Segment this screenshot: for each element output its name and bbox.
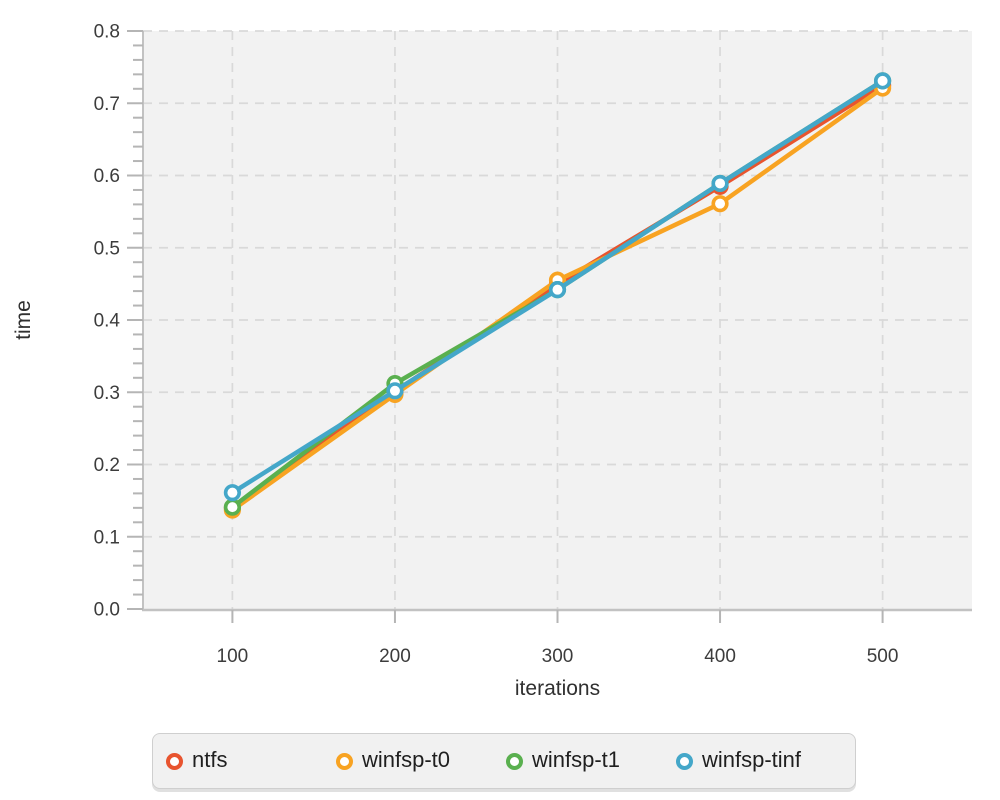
y-tick-label: 0.6 [94,166,120,187]
x-tick-label: 500 [867,646,899,667]
x-tick-label: 100 [217,646,249,667]
y-tick-label: 0.5 [94,238,120,259]
x-tick-label: 400 [704,646,736,667]
y-tick-label: 0.3 [94,383,120,404]
legend-marker-icon [506,752,523,770]
legend-item-winfsp-tinf: winfsp-tinf [676,749,801,773]
x-tick-label: 200 [379,646,411,667]
x-tick-label: 300 [542,646,574,667]
legend-label: winfsp-t1 [532,747,621,772]
y-tick-label: 0.7 [94,94,120,115]
legend: ntfs winfsp-t0 winfsp-t1 winfsp-tinf [152,733,856,789]
legend-item-winfsp-t0: winfsp-t0 [336,749,506,773]
series-marker-winfsp-tinf [873,72,892,90]
legend-label: winfsp-t0 [362,747,451,772]
y-tick-label: 0.4 [94,311,121,332]
legend-label: winfsp-tinf [702,747,802,772]
legend-item-ntfs: ntfs [166,749,336,773]
series-marker-winfsp-tinf [711,174,729,193]
legend-marker-icon [676,752,693,770]
series-marker-winfsp-tinf [386,382,404,400]
y-tick-label: 0.8 [94,22,120,43]
y-axis-title: time [12,300,35,340]
y-tick-label: 0.0 [94,600,120,621]
series-marker-winfsp-t0 [711,195,729,213]
y-tick-label: 0.1 [94,527,120,548]
legend-marker-icon [336,752,353,770]
series-marker-winfsp-tinf [223,484,242,502]
series-marker-winfsp-tinf [548,281,567,299]
series-marker-winfsp-t1 [223,498,242,516]
x-axis-title: iterations [515,677,600,700]
legend-item-winfsp-t1: winfsp-t1 [506,749,676,773]
y-tick-label: 0.2 [94,455,120,476]
legend-marker-icon [166,752,183,770]
legend-label: ntfs [192,747,228,772]
